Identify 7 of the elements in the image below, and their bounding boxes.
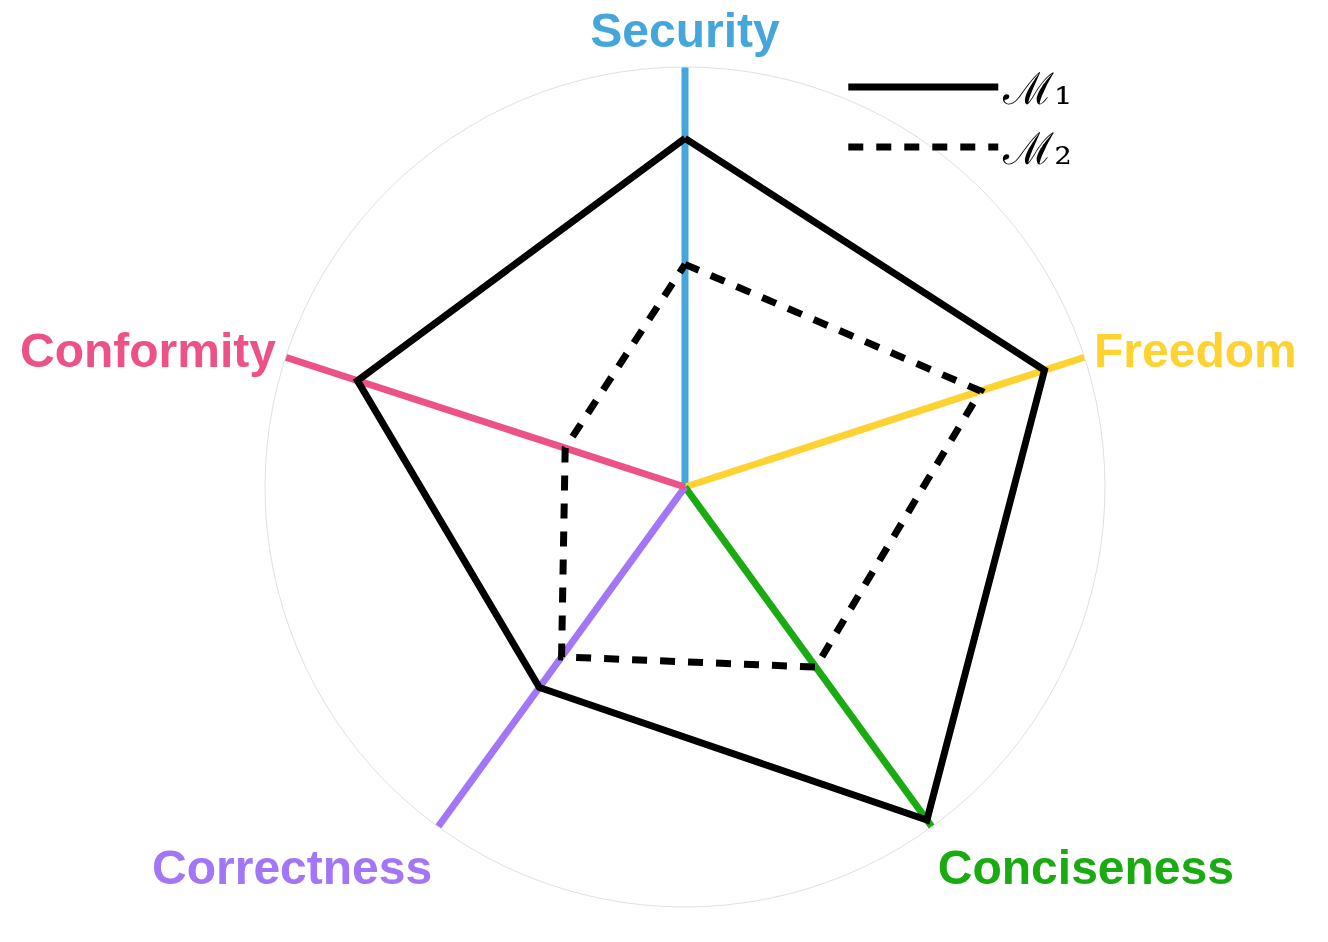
spoke-label: Security [590, 4, 781, 58]
legend-label: ℳ₂ [1002, 123, 1072, 175]
spoke-label: Conciseness [937, 840, 1234, 894]
spoke-label: Correctness [152, 840, 433, 894]
spoke-label: Conformity [19, 324, 277, 378]
legend-label: ℳ₁ [1002, 63, 1072, 115]
spoke-label: Freedom [1094, 324, 1297, 378]
